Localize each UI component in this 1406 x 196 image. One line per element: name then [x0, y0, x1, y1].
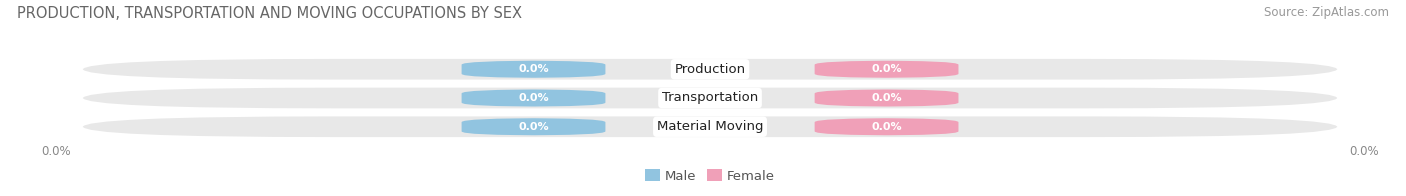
Text: PRODUCTION, TRANSPORTATION AND MOVING OCCUPATIONS BY SEX: PRODUCTION, TRANSPORTATION AND MOVING OC… [17, 6, 522, 21]
FancyBboxPatch shape [83, 88, 1337, 108]
FancyBboxPatch shape [83, 116, 1337, 137]
FancyBboxPatch shape [461, 89, 606, 107]
Legend: Male, Female: Male, Female [640, 164, 780, 188]
Text: Transportation: Transportation [662, 92, 758, 104]
Text: 0.0%: 0.0% [872, 122, 901, 132]
FancyBboxPatch shape [461, 118, 606, 135]
Text: 0.0%: 0.0% [519, 64, 548, 74]
Text: 0.0%: 0.0% [872, 93, 901, 103]
Text: 0.0%: 0.0% [519, 122, 548, 132]
FancyBboxPatch shape [814, 89, 959, 107]
Text: Production: Production [675, 63, 745, 76]
FancyBboxPatch shape [83, 59, 1337, 80]
Text: 0.0%: 0.0% [519, 93, 548, 103]
FancyBboxPatch shape [814, 61, 959, 78]
Text: Material Moving: Material Moving [657, 120, 763, 133]
Text: Source: ZipAtlas.com: Source: ZipAtlas.com [1264, 6, 1389, 19]
Text: 0.0%: 0.0% [872, 64, 901, 74]
FancyBboxPatch shape [461, 61, 606, 78]
FancyBboxPatch shape [814, 118, 959, 135]
